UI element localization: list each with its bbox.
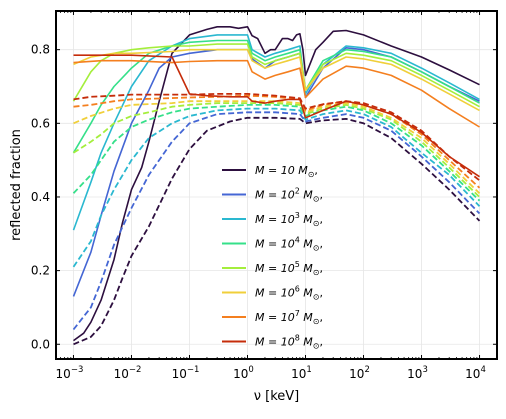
x-tick-label: 102 (349, 365, 370, 381)
series-layer (72, 26, 481, 346)
plot-frame (55, 10, 498, 360)
x-tick-label: 103 (407, 365, 428, 381)
series-4-solid-line (72, 39, 480, 154)
legend-label-7: M = 107 M⊙, (255, 309, 323, 326)
legend-label-4: M = 104 M⊙, (255, 236, 323, 253)
series-2-dashed-line (72, 111, 481, 331)
x-tick-label: 10−3 (56, 365, 84, 381)
y-tick-label: 0.0 (31, 337, 50, 351)
y-tick-label: 0.8 (31, 43, 50, 57)
legend: M = 10 M⊙, M = 102 M⊙, M = 103 M⊙, M = 104 … (222, 164, 323, 351)
x-tick-label: 104 (465, 365, 486, 381)
legend-label-6: M = 106 M⊙, (255, 285, 323, 302)
x-tick-label: 101 (291, 365, 312, 381)
y-tick-label: 0.2 (31, 264, 50, 278)
y-axis-label: reflected fraction (9, 129, 24, 241)
series-6-solid-line (73, 48, 480, 112)
legend-label-8: M = 108 M⊙, (255, 334, 323, 351)
series-6-dashed-line (73, 100, 481, 194)
series-5-solid-line (72, 43, 480, 108)
x-tick-label: 10−1 (172, 365, 200, 381)
x-tick-label: 10−2 (114, 365, 142, 381)
y-tick-label: 0.6 (31, 116, 50, 130)
y-tick-label: 0.4 (31, 190, 50, 204)
x-axis-label: ν [keV] (254, 389, 300, 404)
series-1-dashed-line (73, 116, 481, 346)
legend-label-3: M = 103 M⊙, (255, 211, 323, 228)
series-3-solid-line (72, 34, 480, 231)
x-tick-label: 100 (233, 365, 254, 381)
series-8-dashed-line (73, 93, 481, 182)
legend-label-1: M = 10 M⊙, (255, 164, 318, 179)
series-4-dashed-line (72, 104, 481, 202)
legend-label-2: M = 102 M⊙, (255, 187, 323, 204)
series-3-dashed-line (72, 107, 481, 268)
legend-label-5: M = 105 M⊙, (255, 260, 323, 277)
series-8-solid-line (73, 54, 480, 178)
series-1-solid-line (73, 26, 480, 342)
